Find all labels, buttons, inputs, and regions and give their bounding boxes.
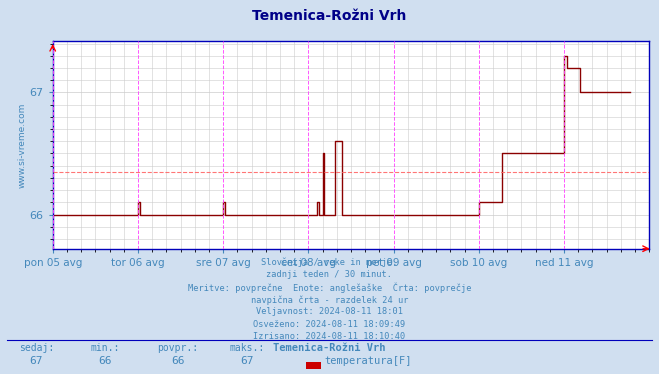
Text: temperatura[F]: temperatura[F]: [324, 356, 412, 366]
Text: sedaj:: sedaj:: [18, 343, 54, 353]
Text: zadnji teden / 30 minut.: zadnji teden / 30 minut.: [266, 270, 393, 279]
Text: Temenica-Rožni Vrh: Temenica-Rožni Vrh: [252, 9, 407, 23]
Text: Slovenija / reke in morje.: Slovenija / reke in morje.: [261, 258, 398, 267]
Text: 67: 67: [241, 356, 254, 366]
Text: Izrisano: 2024-08-11 18:10:40: Izrisano: 2024-08-11 18:10:40: [253, 332, 406, 341]
Text: min.:: min.:: [91, 343, 120, 353]
Text: Veljavnost: 2024-08-11 18:01: Veljavnost: 2024-08-11 18:01: [256, 307, 403, 316]
Y-axis label: www.si-vreme.com: www.si-vreme.com: [18, 102, 27, 188]
Text: Osveženo: 2024-08-11 18:09:49: Osveženo: 2024-08-11 18:09:49: [253, 320, 406, 329]
Text: 66: 66: [99, 356, 112, 366]
Text: Temenica-Rožni Vrh: Temenica-Rožni Vrh: [273, 343, 386, 353]
Text: 67: 67: [30, 356, 43, 366]
Text: maks.:: maks.:: [229, 343, 265, 353]
Text: navpična črta - razdelek 24 ur: navpična črta - razdelek 24 ur: [251, 295, 408, 304]
Text: Meritve: povprečne  Enote: anglešaške  Črta: povprečje: Meritve: povprečne Enote: anglešaške Črt…: [188, 283, 471, 293]
Text: 66: 66: [171, 356, 185, 366]
Text: povpr.:: povpr.:: [158, 343, 198, 353]
